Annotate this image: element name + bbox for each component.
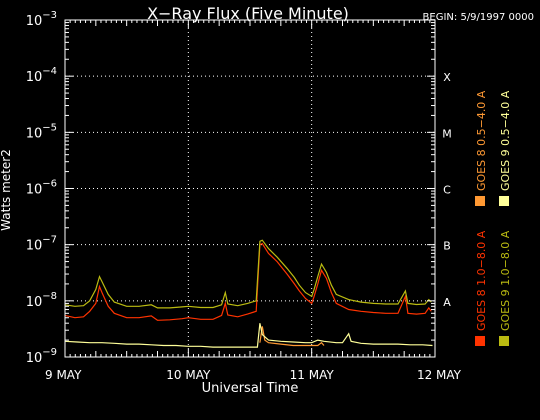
series-line bbox=[64, 242, 432, 321]
series-line bbox=[64, 239, 432, 309]
x-axis-label: Universal Time bbox=[202, 381, 299, 396]
chart-title: X−Ray Flux (Five Minute) bbox=[147, 4, 349, 23]
x-tick-label: 9 MAY bbox=[45, 368, 82, 382]
y-tick-label: 10−4 bbox=[26, 66, 57, 85]
y-tick-label: 10−6 bbox=[26, 179, 57, 198]
series-line bbox=[64, 323, 433, 348]
legend: GOES 8 1.0−8.0 A GOES 9 1.0−8.0 A GOES 8 0… bbox=[475, 90, 512, 346]
legend-label: GOES 9 1.0−8.0 A bbox=[499, 230, 512, 331]
legend-swatch bbox=[475, 336, 485, 346]
legend-label: GOES 8 0.5−4.0 A bbox=[475, 90, 488, 191]
flare-class-label: A bbox=[443, 296, 451, 309]
series-group bbox=[64, 239, 433, 348]
flare-class-label: B bbox=[443, 240, 451, 253]
series-line bbox=[259, 326, 325, 347]
legend-swatch bbox=[499, 196, 509, 206]
flare-class-label: M bbox=[442, 127, 452, 140]
x-tick-label: 12 MAY bbox=[417, 368, 462, 382]
x-tick-label: 11 MAY bbox=[290, 368, 335, 382]
y-axis-label: Watts meter2 bbox=[0, 149, 13, 231]
flare-class-labels: X M C B A bbox=[442, 71, 452, 309]
y-tick-label: 10−7 bbox=[26, 235, 57, 254]
flare-class-label: C bbox=[443, 184, 451, 197]
x-tick-label: 10 MAY bbox=[166, 368, 211, 382]
y-tick-label: 10−8 bbox=[26, 291, 57, 310]
flare-class-label: X bbox=[443, 71, 451, 84]
y-tick-label: 10−5 bbox=[26, 122, 57, 141]
y-tick-label: 10−3 bbox=[26, 10, 57, 29]
legend-label: GOES 9 0.5−4.0 A bbox=[499, 90, 512, 191]
legend-swatch bbox=[499, 336, 509, 346]
begin-label: BEGIN: 5/9/1997 0000 bbox=[423, 12, 534, 23]
y-tick-label: 10−9 bbox=[26, 347, 57, 366]
legend-label: GOES 8 1.0−8.0 A bbox=[475, 230, 488, 331]
x-axis-ticks: 9 MAY 10 MAY 11 MAY 12 MAY bbox=[45, 20, 462, 382]
legend-swatch bbox=[475, 196, 485, 206]
y-axis-ticks: 10−9 10−8 10−7 10−6 10−5 10−4 10−3 bbox=[26, 10, 435, 366]
gridlines bbox=[65, 20, 435, 357]
